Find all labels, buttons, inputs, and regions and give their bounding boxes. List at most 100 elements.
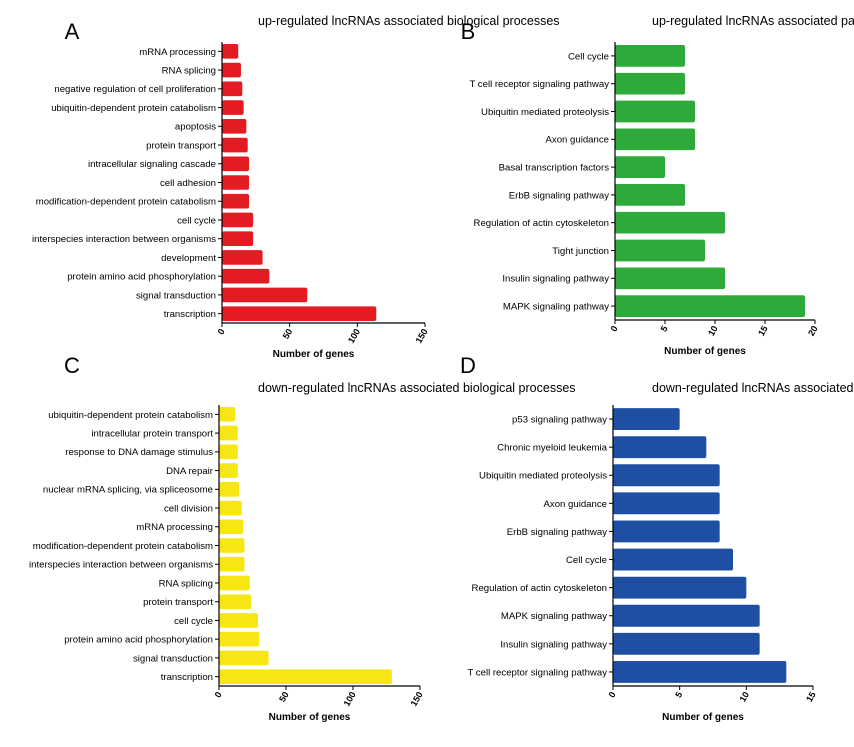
bar-a-8 (222, 193, 250, 209)
bar-c-3 (219, 463, 238, 478)
category-label-a-1: RNA splicing (162, 66, 216, 77)
category-label-d-5: Cell cycle (566, 555, 607, 566)
category-label-c-13: signal transduction (133, 653, 213, 664)
panel-b: Bup-regulated lncRNAs associated pathway… (461, 14, 854, 357)
bar-d-9 (613, 660, 787, 683)
xtick-label-a-2: 100 (346, 327, 362, 345)
bar-d-2 (613, 464, 720, 487)
x-axis-title-c: Number of genes (269, 712, 351, 723)
category-label-c-0: ubiquitin-dependent protein catabolism (48, 410, 213, 421)
category-label-b-7: Tight junction (552, 246, 609, 257)
bar-b-7 (615, 239, 705, 262)
category-label-a-7: cell adhesion (160, 178, 216, 189)
bar-c-0 (219, 407, 236, 422)
bar-b-2 (615, 100, 695, 123)
xtick-label-a-0: 0 (216, 327, 227, 336)
category-label-a-0: mRNA processing (139, 47, 216, 58)
bar-c-11 (219, 613, 258, 628)
bar-c-12 (219, 631, 260, 647)
bar-b-9 (615, 295, 805, 317)
category-label-c-2: response to DNA damage stimulus (65, 447, 213, 458)
bar-b-0 (615, 45, 685, 67)
category-label-c-7: modification-dependent protein catabolis… (33, 541, 213, 552)
bar-a-12 (222, 268, 270, 284)
panel-b-title: up-regulated lncRNAs associated pathways (652, 14, 854, 28)
bar-a-0 (222, 44, 239, 59)
bar-a-13 (222, 287, 308, 303)
xtick-label-a-3: 150 (414, 327, 430, 345)
xtick-label-b-0: 0 (609, 324, 620, 333)
panel-a-letter: A (65, 19, 80, 44)
bar-c-7 (219, 538, 245, 553)
bar-b-1 (615, 72, 685, 95)
bar-d-6 (613, 576, 747, 599)
category-label-a-11: development (161, 253, 216, 264)
bar-c-1 (219, 425, 238, 441)
bar-b-5 (615, 184, 685, 206)
bar-a-1 (222, 62, 241, 78)
bar-d-0 (613, 408, 680, 431)
category-label-d-4: ErbB signaling pathway (507, 527, 607, 538)
panel-d-letter: D (460, 353, 476, 378)
category-label-c-5: cell division (164, 503, 213, 514)
category-label-c-14: transcription (161, 672, 213, 683)
panel-d-title: down-regulated lncRNAs associated pathwa… (652, 381, 854, 395)
category-label-b-1: T cell receptor signaling pathway (469, 79, 609, 90)
category-label-d-0: p53 signaling pathway (512, 414, 607, 425)
bar-c-6 (219, 519, 244, 535)
category-label-b-8: Insulin signaling pathway (502, 274, 609, 285)
bar-b-4 (615, 156, 665, 178)
xtick-label-d-3: 15 (804, 690, 818, 704)
panel-c-title: down-regulated lncRNAs associated biolog… (258, 381, 576, 395)
x-axis-title-b: Number of genes (664, 346, 746, 357)
category-label-d-6: Regulation of actin cytoskeleton (472, 583, 607, 594)
xtick-label-d-0: 0 (607, 690, 618, 699)
category-label-c-8: interspecies interaction between organis… (29, 560, 213, 571)
bar-d-1 (613, 436, 707, 459)
category-label-d-3: Axon guidance (544, 499, 607, 510)
bar-a-10 (222, 231, 254, 246)
category-label-b-6: Regulation of actin cytoskeleton (474, 218, 609, 229)
category-label-a-8: modification-dependent protein catabolis… (36, 197, 216, 208)
x-axis-title-d: Number of genes (662, 712, 744, 723)
xtick-label-b-4: 20 (806, 324, 820, 338)
category-label-c-10: protein transport (143, 597, 213, 608)
category-label-c-11: cell cycle (174, 616, 213, 627)
bar-c-14 (219, 669, 392, 684)
category-label-a-2: negative regulation of cell proliferatio… (54, 84, 216, 95)
xtick-label-d-1: 5 (673, 690, 684, 699)
x-axis-title-a: Number of genes (273, 349, 355, 360)
bar-c-2 (219, 444, 238, 460)
bar-c-8 (219, 556, 245, 572)
category-label-a-14: transcription (164, 309, 216, 320)
category-label-d-1: Chronic myeloid leukemia (497, 443, 608, 454)
category-label-c-1: intracellular protein transport (91, 429, 213, 440)
category-label-d-8: Insulin signaling pathway (500, 639, 607, 650)
xtick-label-c-0: 0 (213, 690, 224, 699)
category-label-c-12: protein amino acid phosphorylation (64, 635, 213, 646)
bar-c-9 (219, 575, 250, 591)
xtick-label-c-3: 150 (409, 690, 425, 708)
panel-c-letter: C (64, 353, 80, 378)
category-label-c-9: RNA splicing (159, 578, 213, 589)
category-label-d-7: MAPK signaling pathway (501, 611, 607, 622)
bar-d-5 (613, 548, 733, 571)
bar-b-6 (615, 211, 725, 234)
category-label-d-9: T cell receptor signaling pathway (467, 667, 607, 678)
category-label-a-9: cell cycle (177, 215, 216, 226)
bar-a-3 (222, 100, 244, 115)
category-label-a-6: intracellular signaling cascade (88, 159, 216, 170)
category-label-b-3: Axon guidance (546, 135, 609, 146)
bar-c-5 (219, 500, 242, 516)
category-label-a-13: signal transduction (136, 290, 216, 301)
category-label-b-9: MAPK signaling pathway (503, 302, 609, 313)
category-label-a-4: apoptosis (175, 122, 216, 133)
category-label-b-5: ErbB signaling pathway (509, 190, 609, 201)
bar-a-11 (222, 250, 263, 265)
panel-b-letter: B (461, 19, 476, 44)
bar-a-2 (222, 81, 243, 97)
bar-c-10 (219, 594, 252, 609)
